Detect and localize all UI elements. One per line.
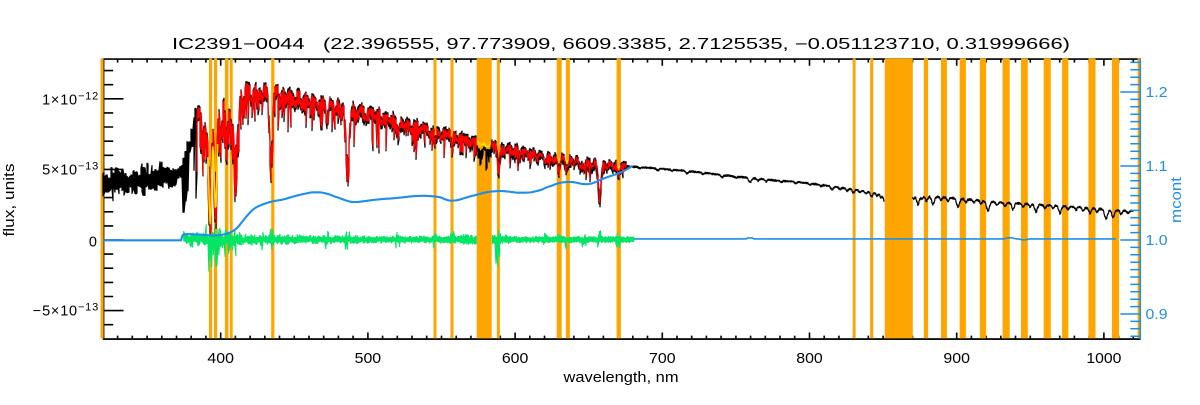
svg-text:IC2391−0044 (22.396555, 97.7: IC2391−0044 (22.396555, 97.773909, 6609.… bbox=[172, 36, 1070, 53]
svg-text:1000: 1000 bbox=[1086, 350, 1121, 367]
svg-text:0.9: 0.9 bbox=[1146, 307, 1168, 323]
svg-text:1.0: 1.0 bbox=[1146, 233, 1168, 249]
svg-text:500: 500 bbox=[355, 350, 382, 367]
svg-text:400: 400 bbox=[207, 350, 234, 367]
svg-text:flux, units: flux, units bbox=[2, 164, 18, 237]
svg-text:1.1: 1.1 bbox=[1146, 159, 1168, 175]
svg-text:600: 600 bbox=[502, 350, 529, 367]
svg-text:mcont: mcont bbox=[1169, 177, 1185, 223]
svg-text:0: 0 bbox=[89, 235, 97, 251]
svg-text:900: 900 bbox=[943, 350, 970, 367]
svg-text:wavelength, nm: wavelength, nm bbox=[562, 369, 678, 386]
svg-text:800: 800 bbox=[796, 350, 823, 367]
svg-text:700: 700 bbox=[649, 350, 676, 367]
svg-text:1.2: 1.2 bbox=[1146, 85, 1168, 101]
